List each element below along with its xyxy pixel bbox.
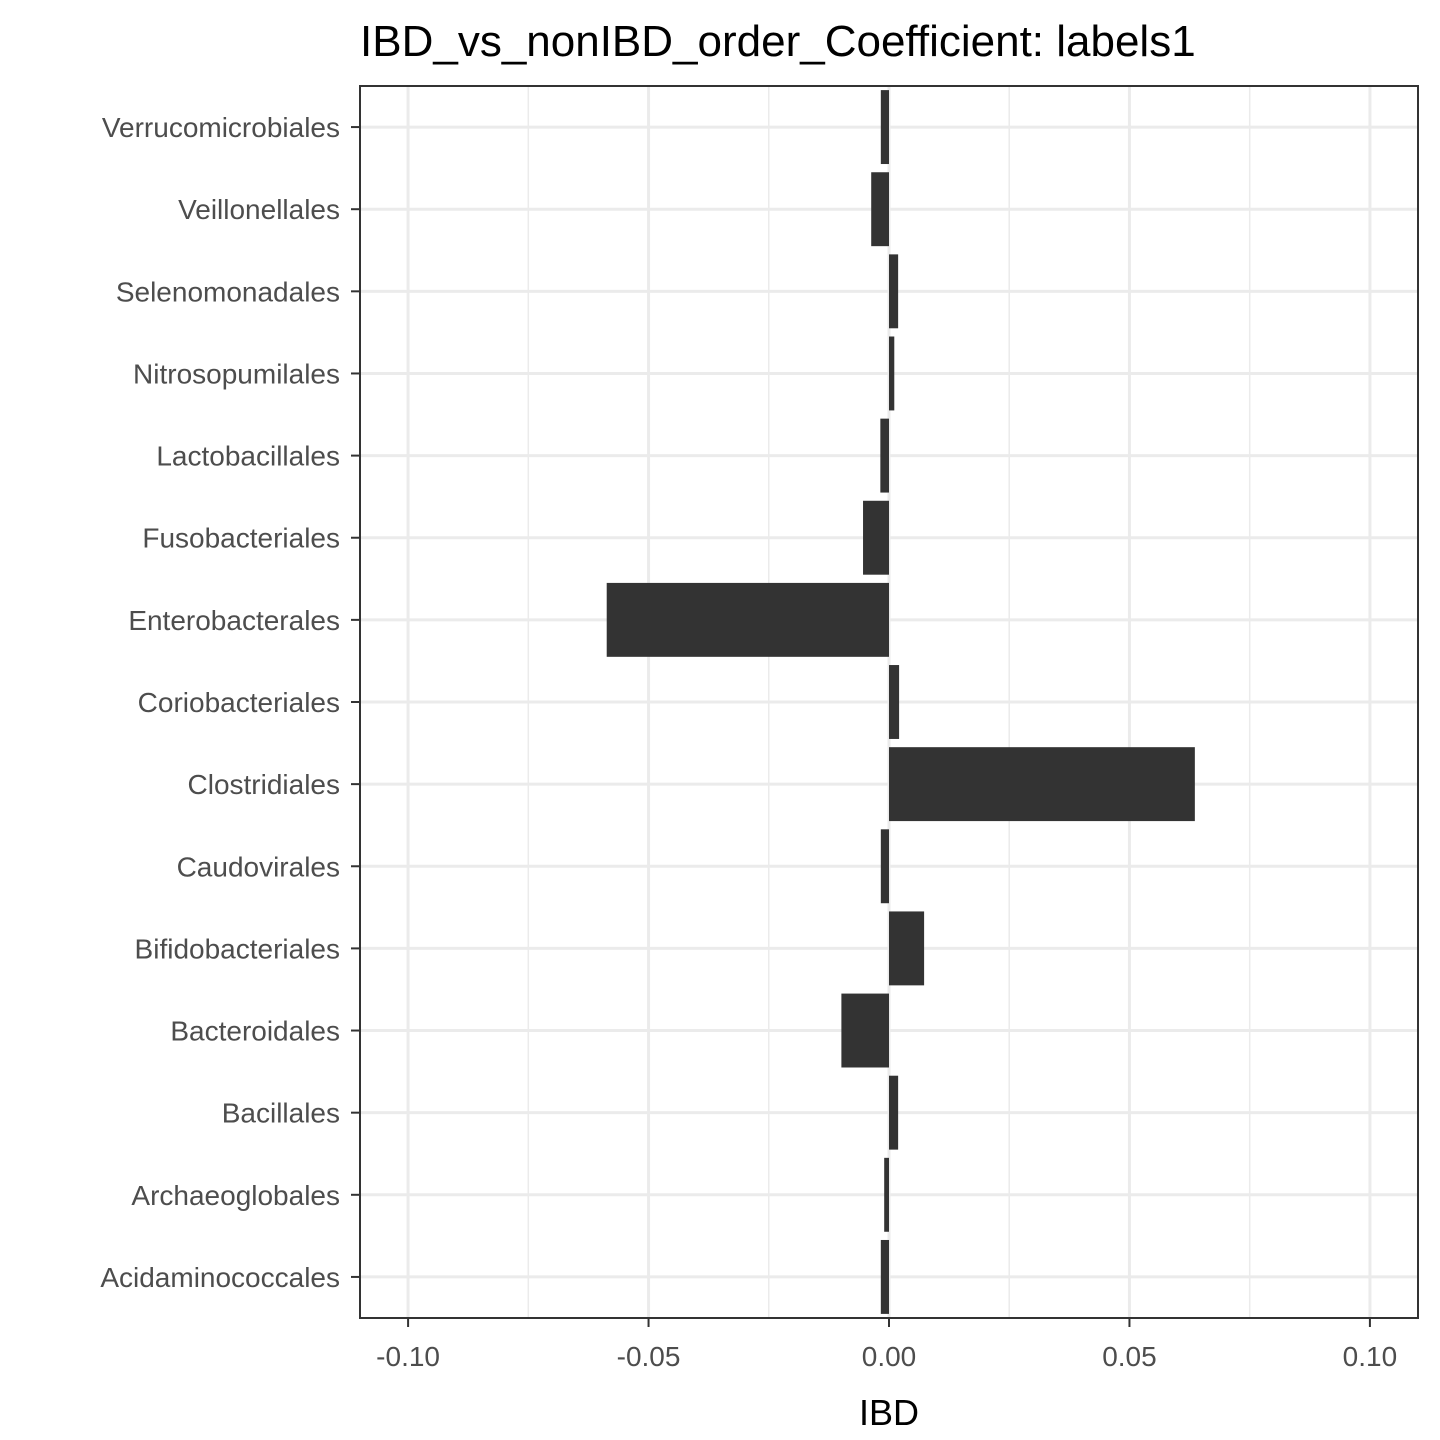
y-tick-label: Selenomonadales bbox=[116, 276, 340, 307]
bar bbox=[880, 1239, 889, 1314]
y-tick-label: Clostridiales bbox=[188, 769, 341, 800]
bar bbox=[889, 665, 900, 739]
y-tick-label: Bacillales bbox=[222, 1098, 340, 1129]
x-tick-label: 0.00 bbox=[862, 1341, 917, 1372]
y-tick-label: Lactobacillales bbox=[156, 441, 340, 472]
bar bbox=[880, 90, 889, 165]
y-tick-label: Veillonellales bbox=[178, 194, 340, 225]
x-tick-label: 0.05 bbox=[1102, 1341, 1157, 1372]
y-tick-label: Nitrosopumilales bbox=[133, 358, 340, 389]
bar bbox=[863, 500, 889, 575]
x-axis-title: IBD bbox=[859, 1392, 919, 1433]
y-tick-label: Archaeoglobales bbox=[131, 1180, 340, 1211]
bar bbox=[884, 1157, 889, 1232]
bar bbox=[889, 911, 925, 986]
bar bbox=[889, 747, 1195, 822]
y-axis: Acidaminococcales Archaeoglobales Bacillal… bbox=[100, 112, 360, 1293]
bar bbox=[606, 582, 889, 657]
y-tick-label: Bifidobacteriales bbox=[135, 933, 340, 964]
x-tick-label: 0.10 bbox=[1343, 1341, 1398, 1372]
bars bbox=[606, 90, 1195, 1314]
y-tick-label: Bacteroidales bbox=[170, 1016, 340, 1047]
y-tick-label: Fusobacteriales bbox=[142, 523, 340, 554]
bar bbox=[889, 1075, 899, 1150]
x-axis: -0.10 -0.05 0.00 0.05 0.10 bbox=[376, 1318, 1397, 1372]
chart-title: IBD_vs_nonIBD_order_Coefficient: labels1 bbox=[360, 17, 1196, 66]
bar bbox=[880, 418, 889, 493]
panel-border bbox=[359, 85, 1419, 1319]
y-tick-label: Caudovirales bbox=[177, 851, 340, 882]
y-tick-label: Verrucomicrobiales bbox=[102, 112, 340, 143]
bar bbox=[841, 993, 889, 1068]
y-tick-label: Enterobacterales bbox=[128, 605, 340, 636]
y-tick-label: Acidaminococcales bbox=[100, 1262, 340, 1293]
bar bbox=[889, 336, 895, 411]
bar bbox=[880, 829, 889, 904]
y-tick-label: Coriobacteriales bbox=[138, 687, 340, 718]
bar bbox=[871, 172, 889, 247]
x-tick-label: -0.05 bbox=[617, 1341, 681, 1372]
bar bbox=[889, 254, 899, 329]
x-tick-label: -0.10 bbox=[376, 1341, 440, 1372]
